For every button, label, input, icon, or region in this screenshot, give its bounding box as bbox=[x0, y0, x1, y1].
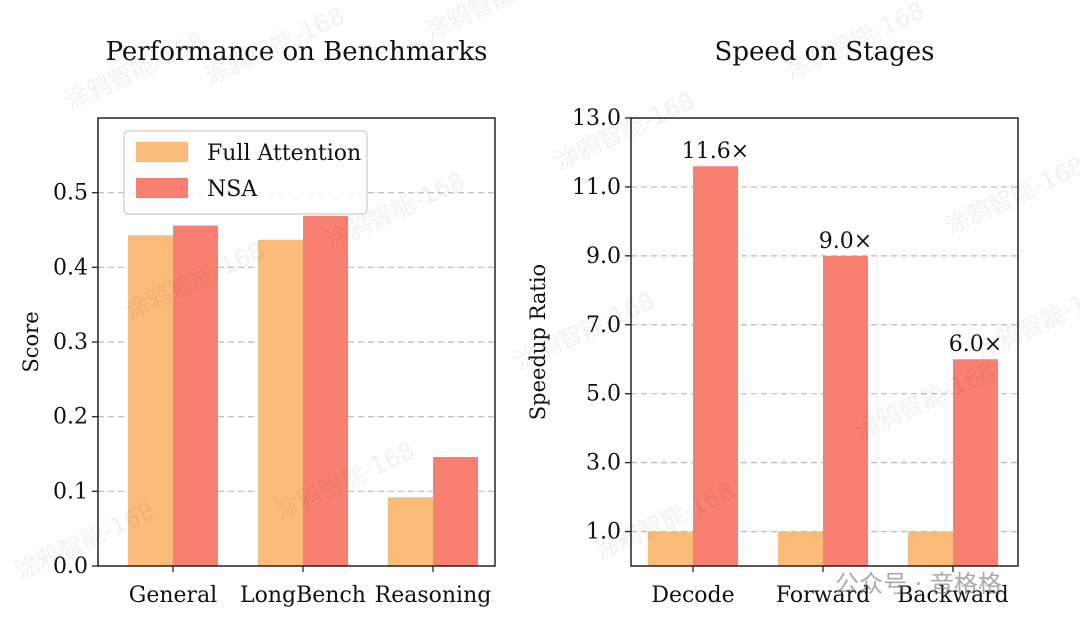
y-tick-label: 0.0 bbox=[53, 554, 88, 579]
x-tick-label: Backward bbox=[897, 583, 1008, 608]
legend-swatch bbox=[136, 178, 188, 198]
chart-title: Performance on Benchmarks bbox=[106, 37, 488, 67]
bar-nsa-longbench bbox=[303, 215, 348, 566]
y-tick-label: 0.1 bbox=[53, 479, 88, 504]
chart-title: Speed on Stages bbox=[715, 37, 935, 67]
data-label: 6.0× bbox=[949, 332, 1002, 357]
legend: Full Attention NSA bbox=[123, 130, 368, 215]
y-tick-label: 0.2 bbox=[53, 405, 88, 430]
x-tick-label: General bbox=[129, 583, 217, 608]
watermark-text: 涂鸦智能-168 bbox=[971, 276, 1080, 365]
legend-swatch bbox=[136, 142, 188, 162]
bar-nsa-decode bbox=[693, 166, 738, 566]
speed-chart: Speed on Stages 1.0 3.0 5.0 7.0 9.0 11.0 13.0 Sp… bbox=[526, 37, 1019, 608]
plot-frame bbox=[97, 117, 496, 567]
watermark-text: 涂鸦智能-168 bbox=[941, 151, 1080, 240]
y-tick-label: 0.5 bbox=[53, 181, 88, 206]
bar-full-attention-general bbox=[128, 235, 173, 566]
bar-full-attention-reasoning bbox=[388, 497, 433, 566]
x-tick-label: Decode bbox=[651, 583, 734, 608]
brand-watermark: 公众号 · 音格格 bbox=[835, 570, 1002, 598]
y-tick-label: 1.0 bbox=[586, 520, 621, 545]
y-tick-label: 13.0 bbox=[572, 106, 621, 131]
legend-label: Full Attention bbox=[207, 141, 361, 166]
data-label: 11.6× bbox=[682, 139, 749, 164]
plot-frame bbox=[630, 117, 1019, 567]
bar-full-attention-decode bbox=[648, 531, 693, 566]
performance-chart: Performance on Benchmarks 0.0 0.1 0.2 0.3 0.4… bbox=[19, 37, 496, 608]
x-tick-label: LongBench bbox=[240, 583, 366, 608]
y-axis-label: Speedup Ratio bbox=[526, 264, 550, 420]
bar-nsa-reasoning bbox=[433, 456, 478, 566]
bar-full-attention-forward bbox=[778, 531, 823, 566]
y-tick-label: 0.3 bbox=[53, 330, 88, 355]
bar-full-attention-longbench bbox=[258, 239, 303, 566]
bar-full-attention-backward bbox=[908, 531, 953, 566]
bar-nsa-backward bbox=[953, 359, 998, 566]
y-tick-label: 7.0 bbox=[586, 313, 621, 338]
y-axis-label: Score bbox=[19, 311, 43, 372]
x-tick-label: Reasoning bbox=[375, 583, 492, 608]
bar-nsa-forward bbox=[823, 255, 868, 566]
y-tick-label: 0.4 bbox=[53, 255, 88, 280]
y-tick-label: 11.0 bbox=[572, 175, 621, 200]
y-tick-label: 5.0 bbox=[586, 382, 621, 407]
data-label: 9.0× bbox=[819, 229, 872, 254]
watermark-text: 涂鸦智能-168 bbox=[421, 0, 569, 45]
y-tick-label: 3.0 bbox=[586, 451, 621, 476]
x-tick-label: Forward bbox=[776, 583, 870, 608]
legend-label: NSA bbox=[207, 177, 258, 202]
bar-nsa-general bbox=[173, 225, 218, 566]
y-tick-label: 9.0 bbox=[586, 244, 621, 269]
